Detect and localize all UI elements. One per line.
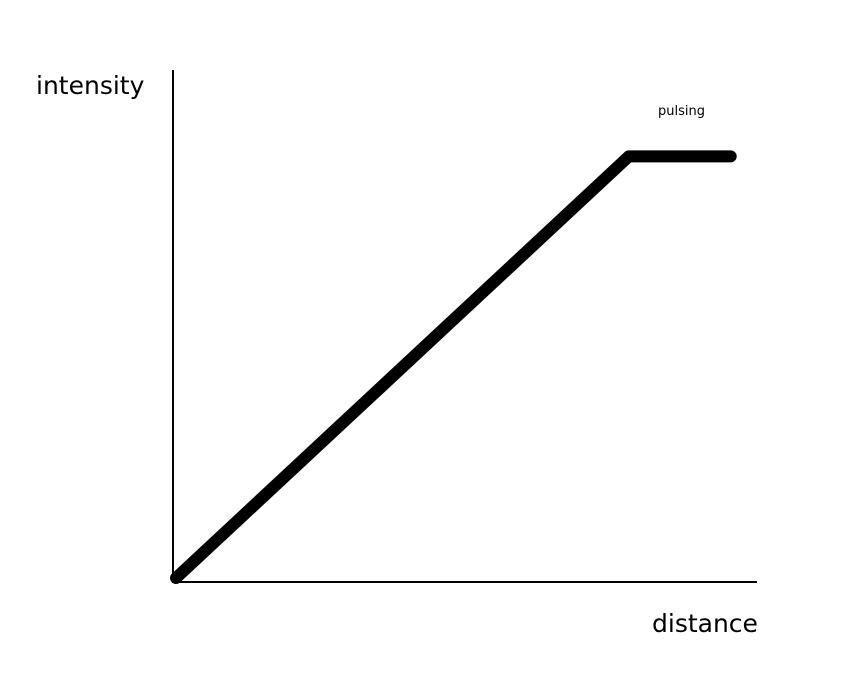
series-layer <box>170 150 737 584</box>
y-axis-label: intensity <box>36 71 145 100</box>
series-line-0 <box>170 150 737 584</box>
x-axis-label: distance <box>652 609 758 638</box>
annotation-label: pulsing <box>658 104 705 119</box>
